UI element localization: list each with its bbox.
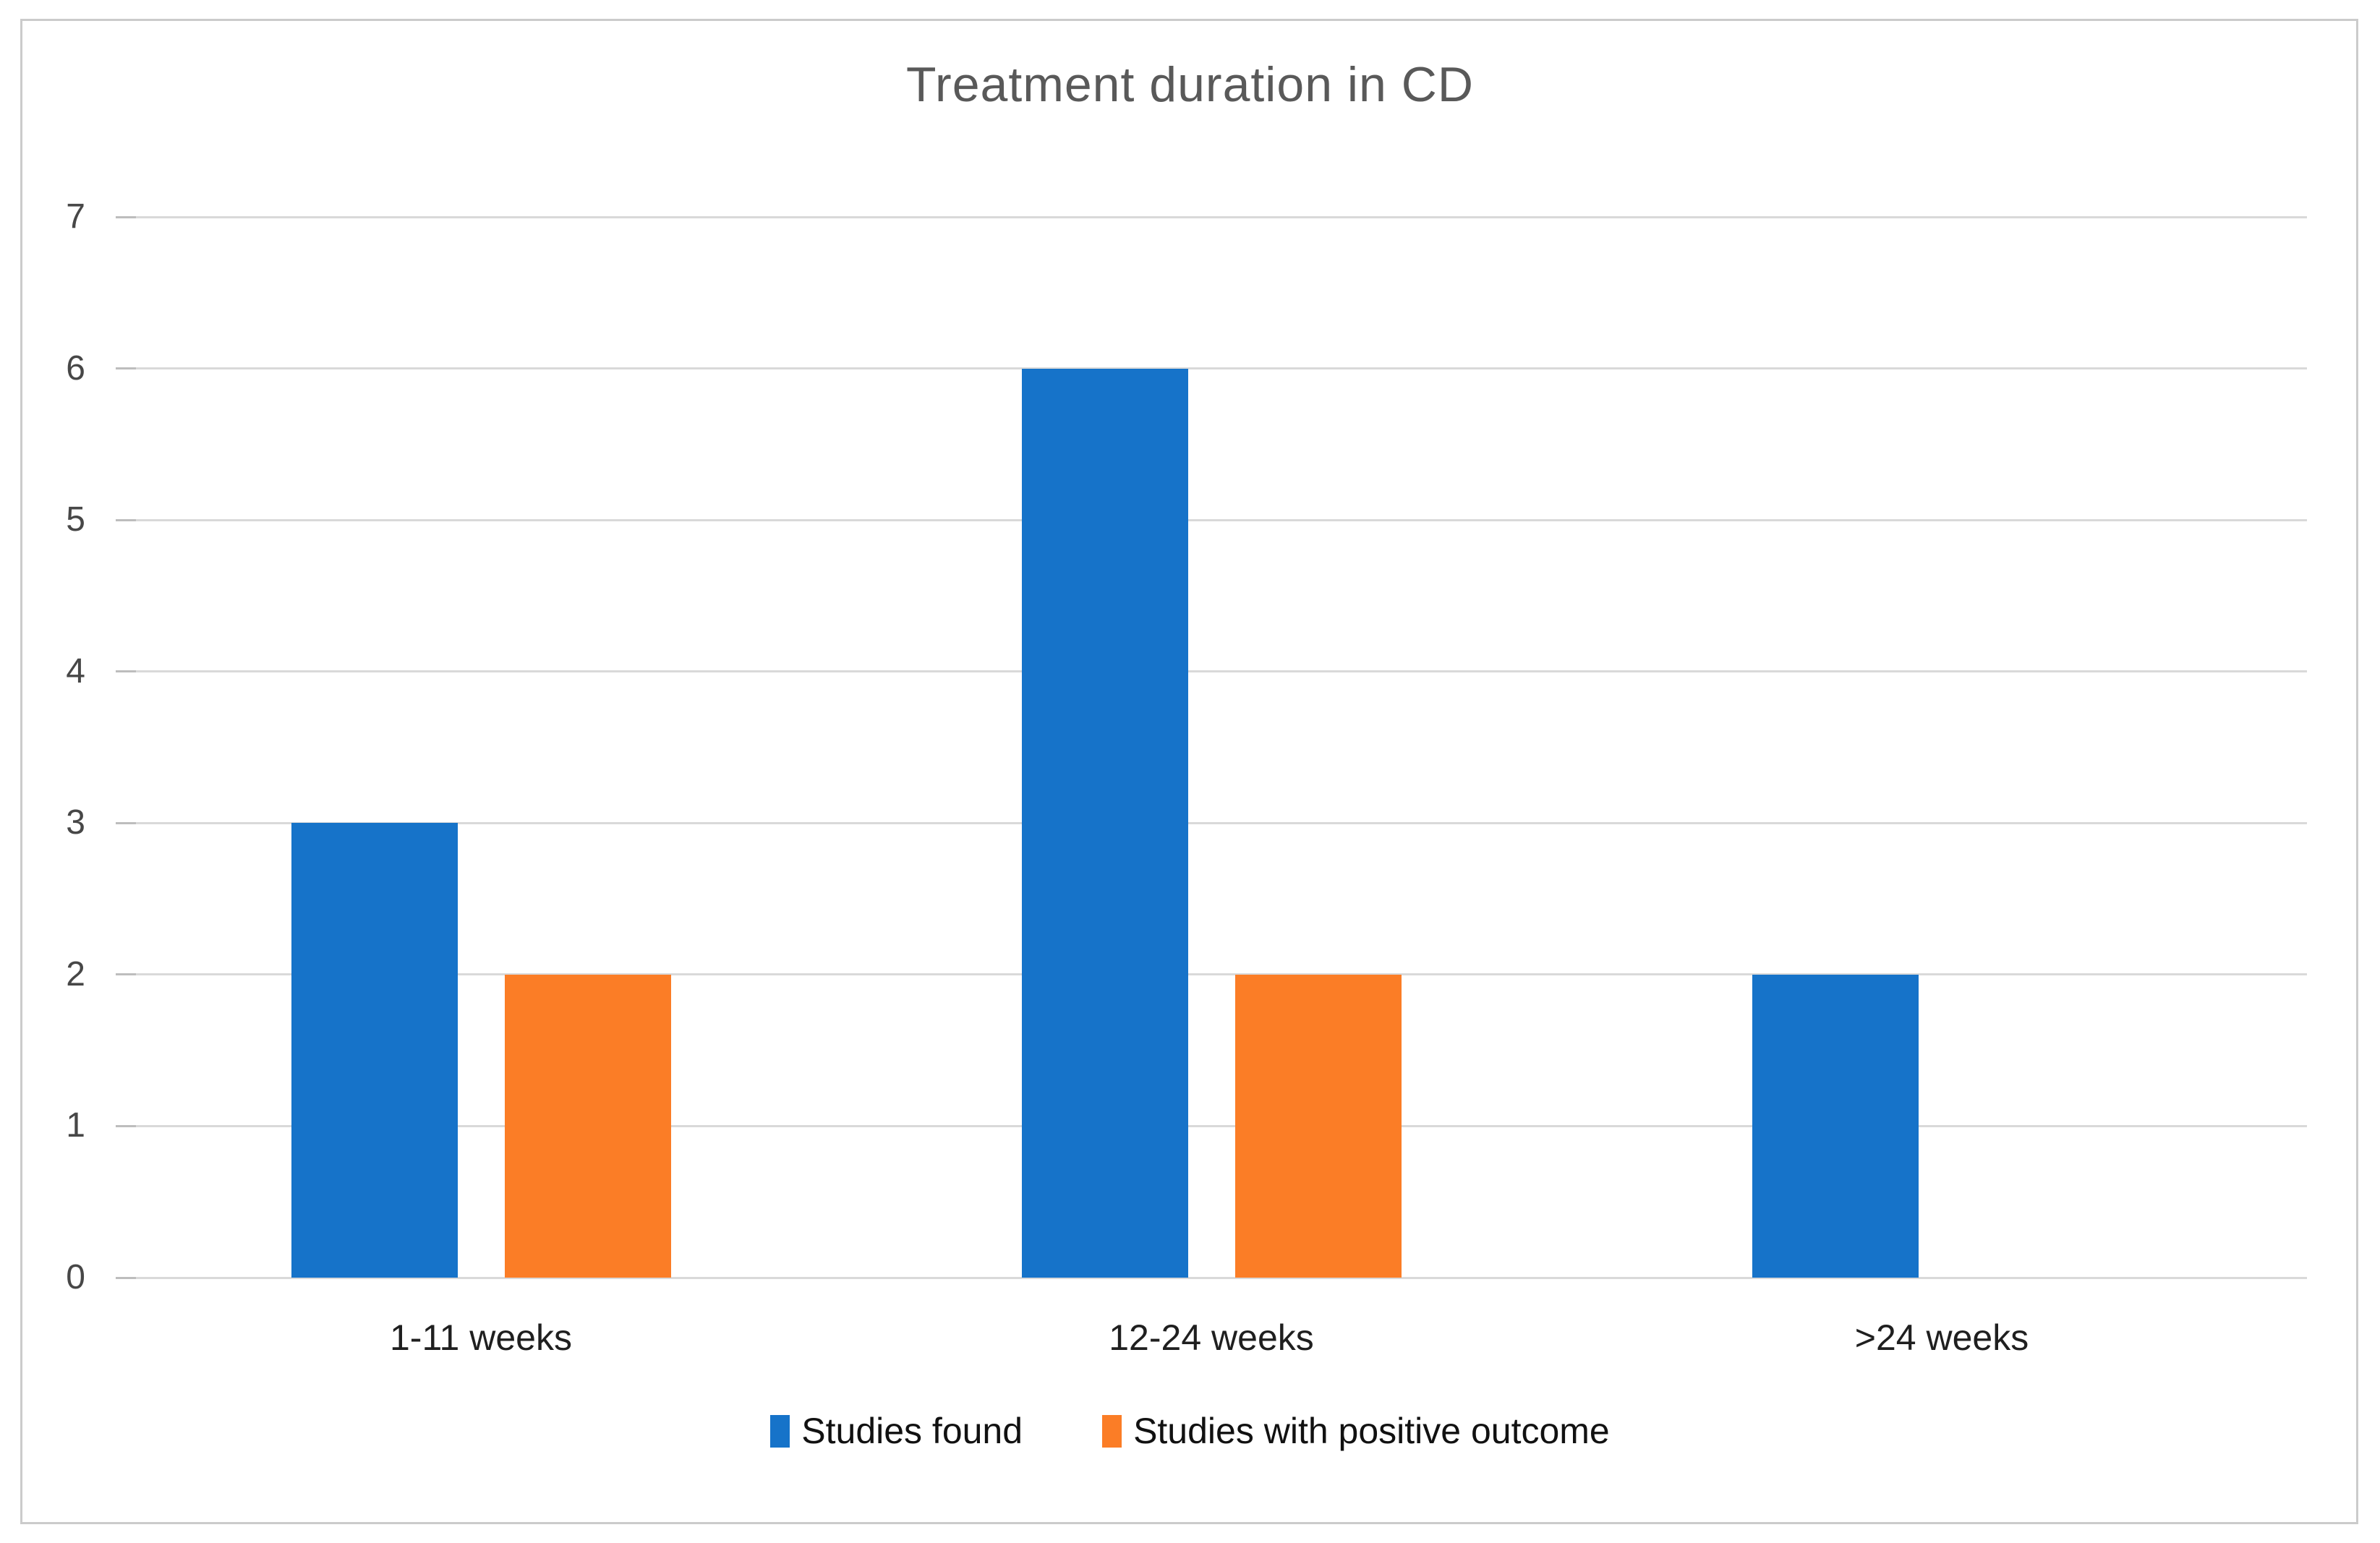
y-tick-mark-5: [116, 518, 136, 521]
y-tick-mark-0: [116, 1276, 136, 1279]
gridline-y3: [116, 821, 2307, 824]
gridline-y1: [116, 1124, 2307, 1127]
gridline-y6: [116, 367, 2307, 370]
y-tick-mark-2: [116, 973, 136, 976]
gridline-y4: [116, 670, 2307, 673]
y-axis: 0 1 2 3 4 5 6 7: [0, 198, 85, 1296]
plot-area: [116, 215, 2307, 1279]
legend-item-1: Studies with positive outcome: [1102, 1410, 1610, 1452]
y-tick-mark-1: [116, 1124, 136, 1127]
x-axis-label-cat1: 12-24 weeks: [1109, 1317, 1314, 1358]
y-axis-label-0: 0: [66, 1258, 85, 1296]
y-tick-mark-4: [116, 670, 136, 673]
y-axis-label-2: 2: [66, 954, 85, 993]
gridline-y2: [116, 973, 2307, 976]
bar-studies-with-positive-outcome-cat0: [504, 974, 671, 1278]
legend: Studies found Studies with positive outco…: [0, 1410, 2380, 1452]
bar-studies-found-cat1: [1021, 368, 1188, 1278]
legend-label-1: Studies with positive outcome: [1133, 1411, 1610, 1451]
y-axis-label-3: 3: [66, 803, 85, 842]
legend-swatch-0: [770, 1414, 790, 1448]
gridline-y0: [116, 1276, 2307, 1279]
y-tick-mark-7: [116, 215, 136, 218]
chart-title: Treatment duration in CD: [906, 57, 1474, 112]
y-tick-mark-3: [116, 821, 136, 824]
y-axis-label-5: 5: [66, 500, 85, 539]
y-axis-label-6: 6: [66, 349, 85, 388]
legend-label-0: Studies found: [801, 1411, 1023, 1451]
bar-studies-with-positive-outcome-cat1: [1234, 974, 1402, 1278]
legend-item-0: Studies found: [770, 1410, 1023, 1452]
y-axis-label-4: 4: [66, 651, 85, 691]
legend-swatch-1: [1102, 1414, 1122, 1448]
y-axis-label-1: 1: [66, 1106, 85, 1145]
x-axis-label-cat2: >24 weeks: [1854, 1317, 2029, 1358]
y-axis-label-7: 7: [66, 197, 85, 236]
chart-border-frame: [20, 19, 2358, 1524]
x-axis-label-cat0: 1-11 weeks: [390, 1317, 572, 1358]
bar-studies-found-cat2: [1752, 974, 1919, 1278]
gridline-y7: [116, 215, 2307, 218]
y-tick-mark-6: [116, 367, 136, 370]
bar-studies-found-cat0: [291, 823, 458, 1278]
gridline-y5: [116, 518, 2307, 521]
x-axis: 1-11 weeks 12-24 weeks >24 weeks: [116, 1310, 2307, 1368]
